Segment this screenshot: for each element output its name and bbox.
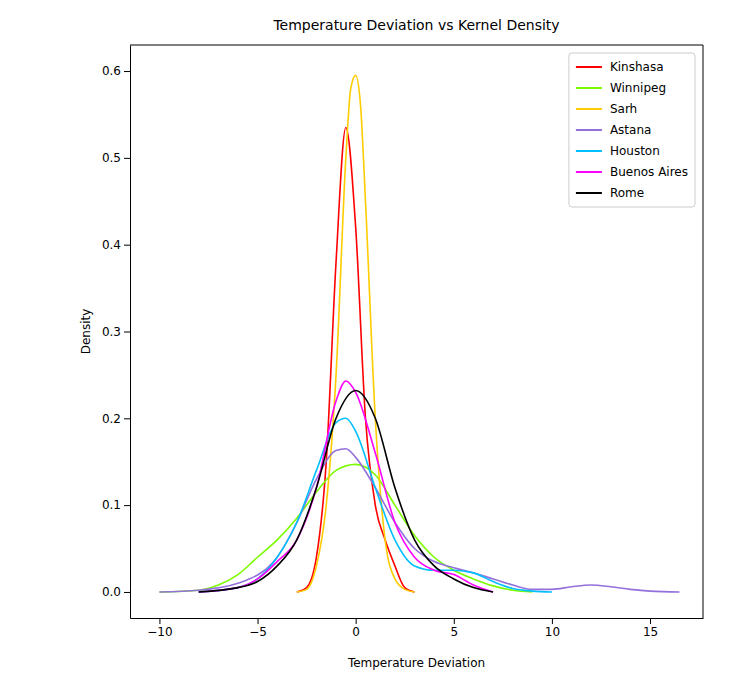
tick-label: 0 <box>352 625 360 639</box>
tick-label: 0.4 <box>102 238 121 252</box>
tick: 0.5 <box>102 151 130 165</box>
frame <box>703 45 704 618</box>
tick-label: 0.6 <box>102 64 121 78</box>
series-line <box>159 464 532 592</box>
legend-swatch <box>576 87 602 89</box>
tick: 0.6 <box>102 64 130 78</box>
tick-mark <box>124 332 130 333</box>
legend-label: Houston <box>610 144 660 158</box>
tick: −10 <box>147 618 172 639</box>
legend-label: Buenos Aires <box>610 165 688 179</box>
legend-item: Rome <box>576 186 644 200</box>
tick-label: 15 <box>643 625 658 639</box>
tick: 0.3 <box>102 325 130 339</box>
y-axis: 0.0 0.1 0.2 0.3 0.4 0.5 0.6 <box>102 46 131 619</box>
tick: 10 <box>545 618 560 639</box>
tick-label: 0.1 <box>102 498 121 512</box>
tick-mark <box>124 71 130 72</box>
legend-box <box>569 53 695 207</box>
tick-label: 0.0 <box>102 585 121 599</box>
x-axis: −10 −5 0 5 10 15 <box>131 618 704 639</box>
tick-label: 0.3 <box>102 325 121 339</box>
legend-item: Buenos Aires <box>576 165 688 179</box>
tick-mark <box>650 618 651 624</box>
legend-item: Winnipeg <box>576 81 666 95</box>
series-line <box>199 381 493 592</box>
frame <box>130 45 703 46</box>
plot-area: −10 −5 0 5 10 15 0.0 0.1 0.2 0.3 0.4 0.5 0.6 Kinshasa… <box>102 45 704 639</box>
series-line <box>297 127 415 591</box>
legend-label: Kinshasa <box>610 60 664 74</box>
tick-mark <box>454 618 455 624</box>
legend-swatch <box>576 171 602 173</box>
tick-mark <box>258 618 259 624</box>
tick: −5 <box>249 618 267 639</box>
legend-label: Winnipeg <box>610 81 666 95</box>
legend: Kinshasa Winnipeg Sarh Astana Houston Buenos … <box>569 53 695 207</box>
tick: 0.2 <box>102 412 130 426</box>
tick-label: 10 <box>545 625 560 639</box>
legend-item: Houston <box>576 144 660 158</box>
tick: 0.4 <box>102 238 130 252</box>
legend-swatch <box>576 129 602 131</box>
chart: −10 −5 0 5 10 15 0.0 0.1 0.2 0.3 0.4 0.5 0.6 Kinshasa… <box>0 0 751 679</box>
axis-line <box>131 618 704 619</box>
title: Temperature Deviation vs Kernel Density <box>272 17 559 33</box>
legend-swatch <box>576 108 602 110</box>
tick-mark <box>124 505 130 506</box>
legend-item: Sarh <box>576 102 637 116</box>
tick: 15 <box>643 618 658 639</box>
legend-item: Astana <box>576 123 651 137</box>
series-line <box>297 75 415 592</box>
tick-mark <box>159 618 160 624</box>
tick: 0 <box>352 618 360 639</box>
axis-line <box>130 46 131 619</box>
tick-label: 0.5 <box>102 151 121 165</box>
tick-label: −5 <box>249 625 267 639</box>
tick-mark <box>124 592 130 593</box>
tick: 0.1 <box>102 498 130 512</box>
legend-swatch <box>576 150 602 152</box>
legend-swatch <box>576 192 602 194</box>
tick-mark <box>124 158 130 159</box>
y-axis-title: Density <box>79 309 93 355</box>
legend-swatch <box>576 66 602 68</box>
tick: 5 <box>450 618 458 639</box>
tick-mark <box>552 618 553 624</box>
tick: 0.0 <box>102 585 130 599</box>
x-axis-title: Temperature Deviation <box>347 656 485 670</box>
tick-mark <box>356 618 357 624</box>
legend-label: Astana <box>610 123 651 137</box>
series-line <box>159 449 679 592</box>
series-line <box>199 418 552 592</box>
tick-label: −10 <box>147 625 172 639</box>
legend-item: Kinshasa <box>576 60 664 74</box>
series-line <box>199 391 493 592</box>
legend-label: Sarh <box>610 102 637 116</box>
legend-label: Rome <box>610 186 644 200</box>
tick-label: 0.2 <box>102 412 121 426</box>
tick-mark <box>124 418 130 419</box>
tick-label: 5 <box>450 625 458 639</box>
tick-mark <box>124 245 130 246</box>
